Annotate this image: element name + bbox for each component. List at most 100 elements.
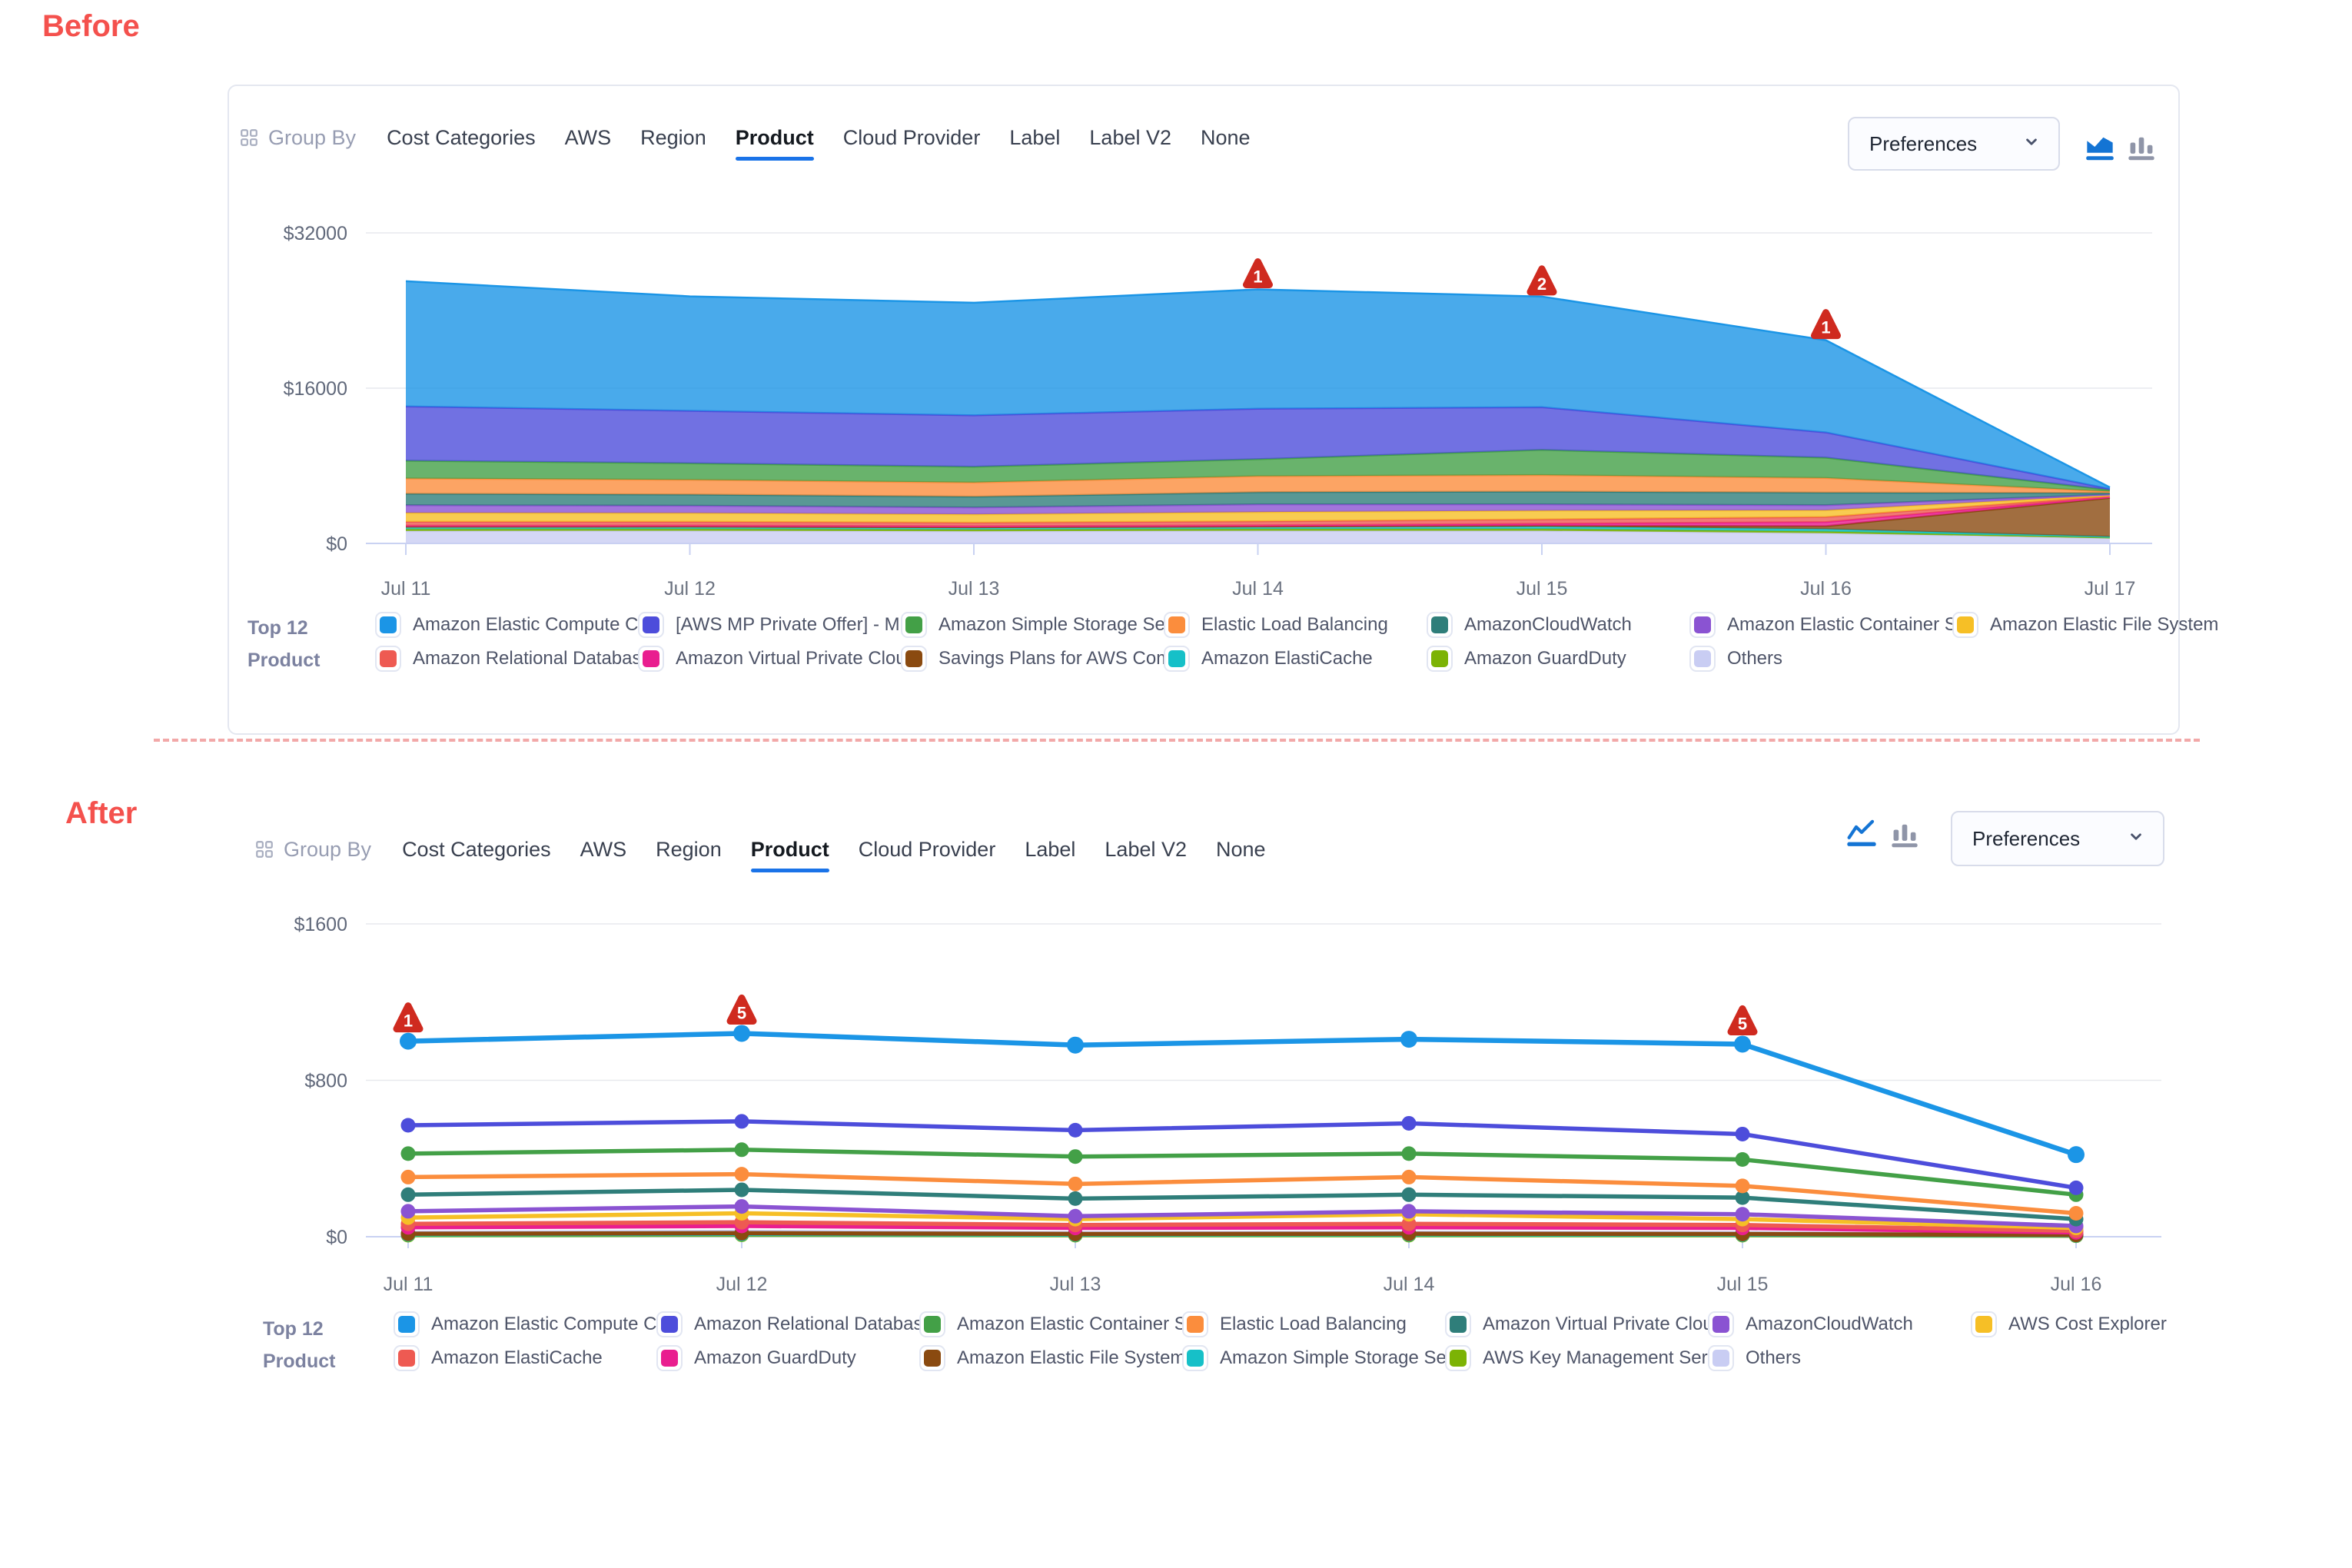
tab-cost-categories[interactable]: Cost Categories	[402, 837, 551, 861]
anomaly-marker[interactable]: 1	[1243, 257, 1273, 288]
legend-item[interactable]: AWS Key Management Serv...	[1445, 1345, 1731, 1371]
data-point	[1401, 1169, 1417, 1184]
tab-product[interactable]: Product	[750, 837, 829, 872]
area-chart-icon[interactable]	[2083, 128, 2117, 166]
legend-swatch	[919, 1345, 945, 1371]
legend-item[interactable]: Amazon Relational Databas...	[656, 1311, 938, 1337]
legend-swatch	[1445, 1345, 1471, 1371]
tab-cloud-provider[interactable]: Cloud Provider	[842, 125, 981, 149]
data-point	[400, 1118, 416, 1133]
area-series	[406, 497, 2110, 537]
legend-swatch	[394, 1345, 420, 1371]
legend-label: AWS Key Management Serv...	[1483, 1347, 1731, 1368]
group-by-text: Group By	[268, 125, 357, 149]
tab-region[interactable]: Region	[640, 125, 706, 149]
legend-label: Amazon Simple Storage Ser...	[1220, 1347, 1467, 1368]
before-tabs: Cost Categories AWS Region Product Cloud Pro…	[387, 125, 1251, 161]
legend-item[interactable]: [AWS MP Private Offer] - M...	[638, 612, 915, 638]
data-point	[1400, 1031, 1417, 1048]
legend-item[interactable]: Others	[1689, 646, 1952, 672]
data-point	[1734, 1035, 1751, 1053]
legend-swatch	[1708, 1345, 1734, 1371]
legend-label: Amazon GuardDuty	[694, 1347, 856, 1368]
legend-item[interactable]: Amazon Virtual Private Cloud	[1445, 1311, 1723, 1337]
legend-item[interactable]: Amazon Relational Databas...	[375, 646, 657, 672]
legend-item[interactable]: Amazon Simple Storage Ser...	[1182, 1345, 1467, 1371]
tab-product[interactable]: Product	[735, 125, 814, 161]
legend-item[interactable]: Savings Plans for AWS Com...	[901, 646, 1187, 672]
area-series	[406, 406, 2110, 490]
x-axis-label: Jul 14	[1384, 1274, 1435, 1295]
area-series-edge	[405, 280, 2111, 489]
legend-swatch	[656, 1345, 683, 1371]
tab-aws[interactable]: AWS	[580, 837, 627, 861]
data-point	[1401, 1204, 1417, 1219]
legend-item[interactable]: AmazonCloudWatch	[1708, 1311, 1971, 1337]
legend-item[interactable]: AmazonCloudWatch	[1427, 612, 1689, 638]
legend-item[interactable]: Amazon Elastic Compute Cl...	[394, 1311, 676, 1337]
legend-item[interactable]: Amazon Elastic Compute Cl...	[375, 612, 658, 638]
x-axis-label: Jul 11	[384, 1274, 434, 1295]
legend-label: AmazonCloudWatch	[1464, 614, 1632, 635]
anomaly-marker[interactable]: 1	[1811, 309, 1841, 340]
data-point	[400, 1204, 416, 1219]
svg-text:1: 1	[404, 1012, 413, 1031]
legend-item[interactable]: Amazon GuardDuty	[656, 1345, 919, 1371]
bar-chart-icon-after[interactable]	[1888, 815, 1922, 853]
preferences-label: Preferences	[1869, 131, 1978, 155]
legend-item[interactable]: Amazon Elastic File System	[919, 1345, 1185, 1371]
tab-none[interactable]: None	[1201, 125, 1251, 149]
legend-item[interactable]: Elastic Load Balancing	[1182, 1311, 1445, 1337]
x-axis-label: Jul 16	[1800, 578, 1852, 600]
legend-item[interactable]: Amazon Elastic File System	[1952, 612, 2218, 638]
legend-item[interactable]: Amazon ElastiCache	[1164, 646, 1427, 672]
svg-text:1: 1	[1821, 318, 1830, 337]
anomaly-marker[interactable]: 5	[726, 994, 757, 1025]
y-axis-label: $0	[326, 1227, 347, 1248]
anomaly-marker[interactable]: 5	[1727, 1005, 1758, 1035]
line-chart-icon[interactable]	[1843, 813, 1880, 853]
tab-label-v2[interactable]: Label V2	[1105, 837, 1187, 861]
group-by-grid-icon-after	[254, 839, 274, 859]
legend-item[interactable]: Others	[1708, 1345, 1971, 1371]
legend-label: Amazon Virtual Private Cloud	[1483, 1314, 1724, 1334]
data-point	[2068, 1205, 2084, 1221]
legend-item[interactable]: Amazon ElastiCache	[394, 1345, 656, 1371]
legend-item[interactable]: Elastic Load Balancing	[1164, 612, 1427, 638]
data-point	[734, 1142, 749, 1158]
anomaly-marker[interactable]: 1	[393, 1002, 424, 1033]
legend-label: AWS Cost Explorer	[2008, 1314, 2167, 1334]
line-series	[406, 1119, 2078, 1191]
preferences-select-before[interactable]: Preferences	[1848, 117, 2060, 171]
tab-cloud-provider[interactable]: Cloud Provider	[858, 837, 996, 861]
legend-item[interactable]: Amazon Simple Storage Ser...	[901, 612, 1186, 638]
tab-region[interactable]: Region	[656, 837, 722, 861]
tab-cost-categories[interactable]: Cost Categories	[387, 125, 536, 149]
anomaly-marker[interactable]: 2	[1526, 265, 1557, 296]
area-series	[406, 530, 2110, 543]
tab-label-v2[interactable]: Label V2	[1089, 125, 1171, 149]
legend-label: Savings Plans for AWS Com...	[938, 648, 1188, 669]
data-point	[400, 1032, 417, 1050]
legend-item[interactable]: Amazon Elastic Container S...	[919, 1311, 1202, 1337]
legend-item[interactable]: Amazon GuardDuty	[1427, 646, 1689, 672]
legend-swatch	[1182, 1345, 1208, 1371]
tab-none[interactable]: None	[1216, 837, 1266, 861]
x-axis-label: Jul 17	[2085, 578, 2136, 600]
legend-item[interactable]: AWS Cost Explorer	[1971, 1311, 2234, 1337]
legend-swatch	[394, 1311, 420, 1337]
x-axis-label: Jul 12	[716, 1274, 768, 1295]
x-axis-label: Jul 13	[1050, 1274, 1101, 1295]
legend-label: Amazon Elastic Compute Cl...	[413, 614, 658, 635]
legend-item[interactable]: Amazon Elastic Container S...	[1689, 612, 1972, 638]
after-label: After	[65, 796, 138, 830]
after-tabs: Cost Categories AWS Region Product Cloud Pro…	[402, 837, 1266, 872]
legend-item[interactable]: Amazon Virtual Private Cloud	[638, 646, 916, 672]
bar-chart-icon-before[interactable]	[2124, 128, 2158, 166]
tab-aws[interactable]: AWS	[564, 125, 612, 149]
tab-label[interactable]: Label	[1025, 837, 1076, 861]
tab-label[interactable]: Label	[1009, 125, 1061, 149]
y-axis-label: $16000	[284, 378, 347, 400]
preferences-select-after[interactable]: Preferences	[1951, 811, 2164, 866]
legend-label: Amazon Relational Databas...	[694, 1314, 938, 1334]
